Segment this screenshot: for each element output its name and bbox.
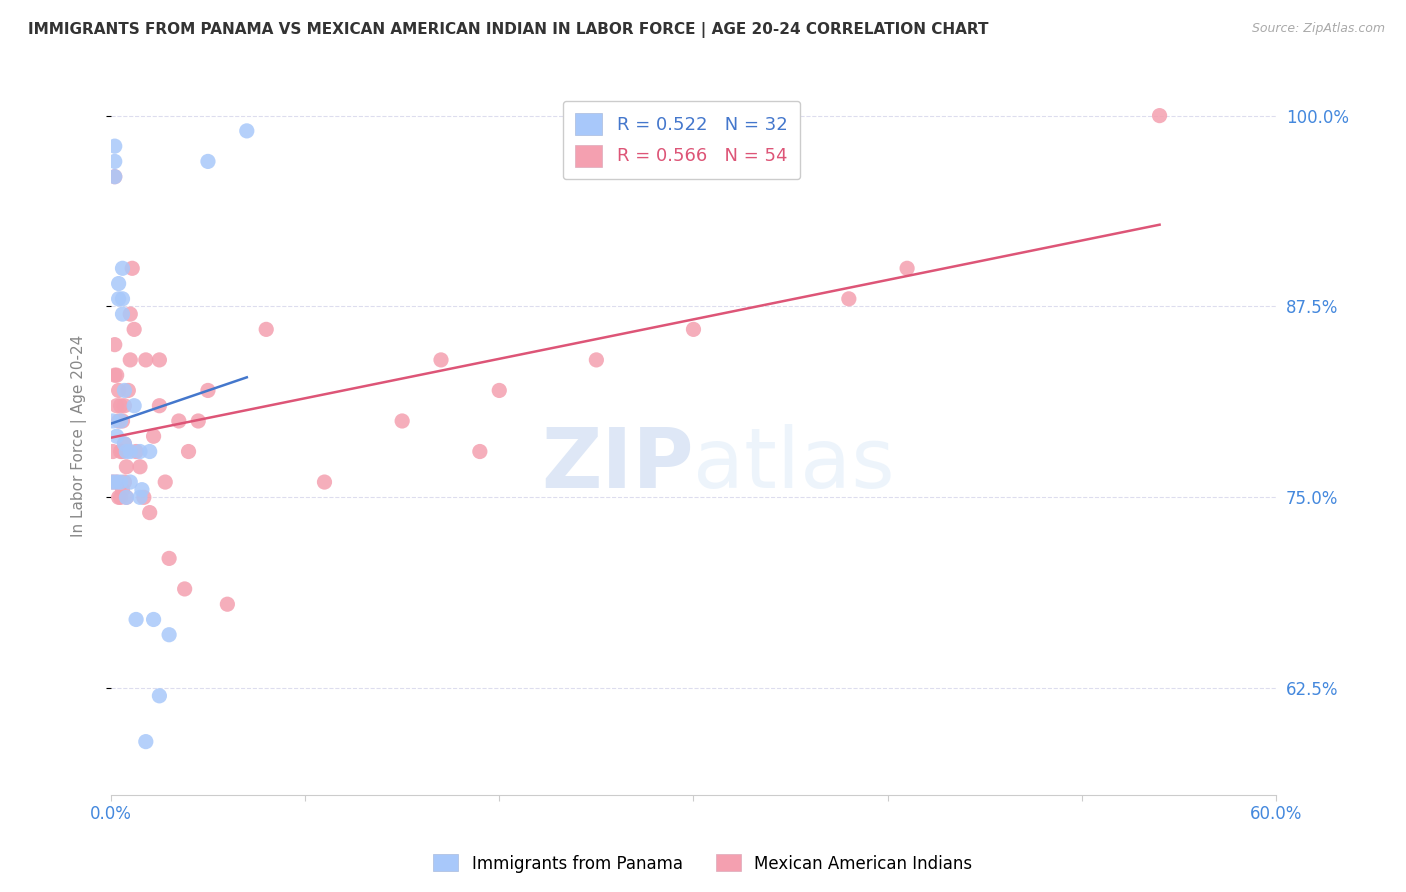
- Point: [105, 399, 128, 413]
- Point: [114, 437, 136, 451]
- Point: [1149, 109, 1171, 123]
- Point: [111, 414, 134, 428]
- Point: [114, 399, 136, 413]
- Point: [142, 429, 165, 443]
- Point: [125, 612, 148, 626]
- Point: [391, 414, 413, 428]
- Point: [129, 459, 152, 474]
- Point: [254, 322, 277, 336]
- Point: [138, 444, 160, 458]
- Text: ZIP: ZIP: [541, 425, 693, 506]
- Point: [110, 399, 132, 413]
- Point: [107, 277, 129, 291]
- Point: [107, 414, 129, 428]
- Point: [105, 429, 128, 443]
- Point: [101, 414, 124, 428]
- Point: [129, 444, 152, 458]
- Point: [115, 444, 138, 458]
- Point: [114, 475, 136, 489]
- Point: [121, 261, 143, 276]
- Y-axis label: In Labor Force | Age 20-24: In Labor Force | Age 20-24: [72, 335, 87, 537]
- Point: [104, 169, 127, 184]
- Point: [107, 384, 129, 398]
- Point: [111, 444, 134, 458]
- Point: [682, 322, 704, 336]
- Point: [430, 352, 453, 367]
- Point: [111, 292, 134, 306]
- Point: [114, 384, 136, 398]
- Point: [110, 414, 132, 428]
- Point: [148, 352, 170, 367]
- Point: [236, 124, 259, 138]
- Point: [135, 352, 157, 367]
- Point: [111, 483, 134, 497]
- Point: [148, 399, 170, 413]
- Point: [177, 444, 200, 458]
- Point: [187, 414, 209, 428]
- Point: [122, 399, 145, 413]
- Point: [197, 154, 219, 169]
- Point: [488, 384, 510, 398]
- Point: [138, 506, 160, 520]
- Point: [896, 261, 918, 276]
- Point: [585, 352, 607, 367]
- Text: Source: ZipAtlas.com: Source: ZipAtlas.com: [1251, 22, 1385, 36]
- Point: [120, 352, 142, 367]
- Point: [104, 154, 127, 169]
- Point: [155, 475, 177, 489]
- Point: [148, 689, 170, 703]
- Point: [129, 491, 152, 505]
- Point: [105, 475, 128, 489]
- Point: [217, 597, 239, 611]
- Point: [838, 292, 860, 306]
- Text: atlas: atlas: [693, 425, 896, 506]
- Point: [157, 551, 180, 566]
- Point: [117, 384, 139, 398]
- Point: [110, 491, 132, 505]
- Point: [120, 444, 142, 458]
- Point: [107, 491, 129, 505]
- Point: [104, 169, 127, 184]
- Point: [135, 734, 157, 748]
- Legend: Immigrants from Panama, Mexican American Indians: Immigrants from Panama, Mexican American…: [427, 847, 979, 880]
- Point: [105, 475, 128, 489]
- Point: [110, 475, 132, 489]
- Point: [157, 628, 180, 642]
- Point: [122, 322, 145, 336]
- Point: [125, 444, 148, 458]
- Point: [101, 475, 124, 489]
- Point: [197, 384, 219, 398]
- Point: [132, 491, 155, 505]
- Point: [173, 582, 195, 596]
- Text: IMMIGRANTS FROM PANAMA VS MEXICAN AMERICAN INDIAN IN LABOR FORCE | AGE 20-24 COR: IMMIGRANTS FROM PANAMA VS MEXICAN AMERIC…: [28, 22, 988, 38]
- Point: [110, 444, 132, 458]
- Point: [104, 139, 127, 153]
- Point: [104, 337, 127, 351]
- Point: [104, 368, 127, 383]
- Point: [115, 491, 138, 505]
- Point: [107, 292, 129, 306]
- Point: [115, 491, 138, 505]
- Point: [101, 475, 124, 489]
- Point: [101, 444, 124, 458]
- Point: [131, 483, 153, 497]
- Point: [114, 437, 136, 451]
- Point: [105, 368, 128, 383]
- Legend: R = 0.522   N = 32, R = 0.566   N = 54: R = 0.522 N = 32, R = 0.566 N = 54: [562, 101, 800, 179]
- Point: [111, 307, 134, 321]
- Point: [167, 414, 190, 428]
- Point: [314, 475, 336, 489]
- Point: [120, 307, 142, 321]
- Point: [468, 444, 491, 458]
- Point: [142, 612, 165, 626]
- Point: [120, 475, 142, 489]
- Point: [111, 261, 134, 276]
- Point: [115, 459, 138, 474]
